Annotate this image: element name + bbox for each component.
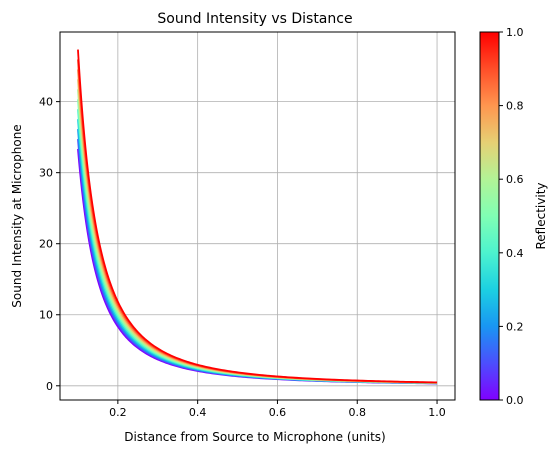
data-series [77, 49, 438, 385]
colorbar-tick-label: 0.4 [506, 247, 524, 260]
y-tick-label: 20 [39, 238, 53, 251]
series-line-reflectivity-0 [77, 148, 438, 385]
colorbar [479, 31, 500, 401]
colorbar-tick-label: 0.6 [506, 173, 524, 186]
chart-title: Sound Intensity vs Distance [157, 11, 352, 27]
plot-frame [59, 31, 456, 401]
y-tick-label: 30 [39, 167, 53, 180]
x-tick-label: 0.2 [109, 406, 127, 419]
x-tick-label: 0.4 [189, 406, 207, 419]
x-axis-ticks: 0.2 0.4 0.6 0.8 1.0 [109, 400, 446, 419]
y-axis-label: Sound Intensity at Microphone [10, 124, 24, 307]
series-line-reflectivity-0.1 [77, 138, 438, 385]
x-tick-label: 0.8 [348, 406, 366, 419]
y-tick-label: 0 [46, 380, 53, 393]
colorbar-tick-label: 0.2 [506, 320, 524, 333]
colorbar-label: Reflectivity [534, 182, 548, 249]
colorbar-tick-label: 1.0 [506, 26, 524, 39]
series-line-reflectivity-0.2 [77, 129, 438, 385]
y-tick-label: 40 [39, 96, 53, 109]
x-axis-label: Distance from Source to Microphone (unit… [124, 430, 385, 444]
colorbar-ticks: 0.0 0.2 0.4 0.6 0.8 1.0 [499, 26, 524, 407]
colorbar-tick-label: 0.8 [506, 100, 524, 113]
grid-lines [60, 32, 455, 400]
y-axis-ticks: 0 10 20 30 40 [39, 96, 60, 393]
y-tick-label: 10 [39, 309, 53, 322]
colorbar-tick-label: 0.0 [506, 394, 524, 407]
x-tick-label: 1.0 [428, 406, 446, 419]
series-line-reflectivity-1 [77, 49, 438, 384]
x-tick-label: 0.6 [269, 406, 287, 419]
